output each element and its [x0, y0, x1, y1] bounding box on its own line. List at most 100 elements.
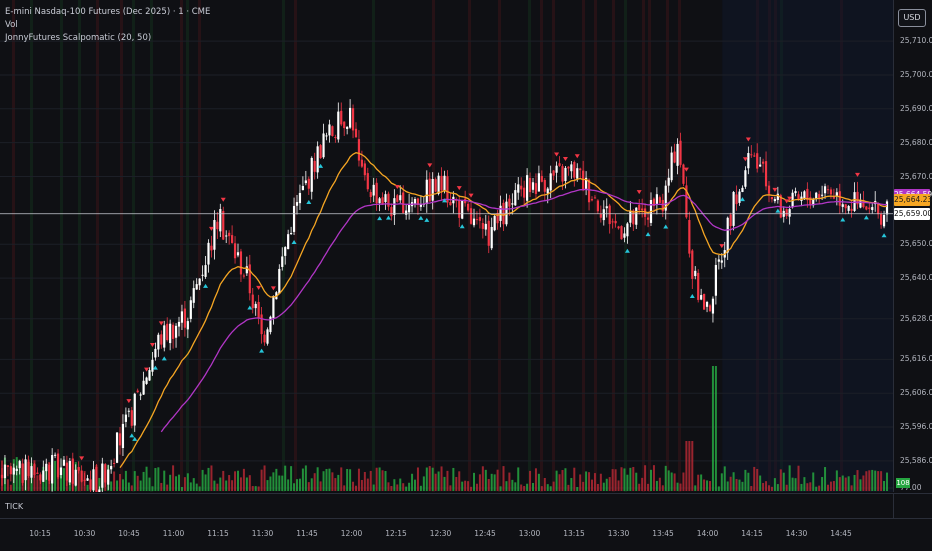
candle-body: [74, 469, 77, 486]
candle-body: [42, 470, 45, 482]
price-chart[interactable]: E-mini Nasdaq-100 Futures (Dec 2025) · 1…: [0, 0, 893, 492]
volume-bar: [234, 471, 237, 491]
candle-body: [871, 207, 874, 210]
candle-body: [673, 151, 676, 163]
price-scale[interactable]: [893, 0, 932, 492]
candle-body: [198, 278, 201, 286]
candle-body: [511, 203, 514, 205]
volume-bar: [408, 482, 411, 491]
volume-bar: [883, 481, 886, 491]
candle-body: [402, 192, 405, 213]
candle-body: [393, 198, 396, 215]
volume-bar: [18, 459, 21, 491]
candle-body: [770, 196, 774, 200]
sell-signal-icon: [787, 196, 793, 201]
bg-stripe-red: [594, 0, 597, 492]
price-chart-svg[interactable]: [0, 0, 893, 492]
candle-body: [89, 479, 92, 490]
volume-bar: [602, 482, 605, 491]
bg-stripe-red: [648, 0, 651, 492]
time-axis[interactable]: 10:15 10:30 10:45 11:00 11:15 11:30 11:45 12:00…: [0, 518, 932, 551]
volume-bar: [540, 486, 543, 491]
volume-bar: [635, 472, 638, 491]
symbol-title[interactable]: E-mini Nasdaq-100 Futures (Dec 2025) · 1…: [5, 7, 211, 17]
tick-indicator-pane[interactable]: TICK: [0, 493, 893, 518]
volume-bar: [561, 470, 564, 491]
buy-signal-icon: [291, 240, 297, 245]
candle-body: [363, 163, 366, 176]
volume-bar: [824, 467, 827, 491]
candle-body: [587, 179, 591, 203]
volume-bar: [133, 471, 136, 491]
candle-body: [68, 461, 71, 483]
candle-body: [127, 410, 130, 412]
candle-body: [136, 390, 139, 393]
volume-bar: [328, 468, 331, 491]
time-tick-label: 14:30: [785, 529, 808, 538]
tick-pane-scale[interactable]: [893, 493, 932, 518]
candle-body: [859, 200, 862, 208]
volume-bar: [655, 480, 658, 491]
volume-bar: [821, 477, 824, 491]
candle-body: [124, 414, 127, 422]
currency-button[interactable]: USD: [898, 9, 926, 27]
volume-bar: [331, 472, 334, 491]
volume-bar: [355, 485, 357, 491]
candle-body: [844, 204, 847, 209]
candle-body: [183, 308, 186, 328]
time-tick-label: 12:45: [474, 529, 496, 538]
candle-body: [51, 455, 54, 484]
volume-bar: [832, 481, 835, 491]
candle-body: [576, 168, 579, 179]
volume-bar: [599, 473, 602, 491]
volume-bar: [691, 441, 694, 491]
candle-body: [399, 195, 402, 201]
volume-bar: [493, 474, 496, 491]
candle-body: [298, 192, 302, 204]
volume-bar: [596, 483, 599, 491]
candle-body: [83, 479, 86, 482]
price-tick-label: 77.00: [900, 483, 922, 492]
volume-bar: [160, 482, 163, 491]
volume-bar: [422, 476, 425, 491]
sell-signal-icon: [562, 157, 568, 162]
volume-bar: [850, 485, 853, 491]
volume-bar: [301, 468, 304, 491]
candle-body: [877, 203, 880, 215]
bg-stripe-green: [780, 0, 783, 492]
sell-signal-icon: [468, 193, 474, 198]
volume-bar: [526, 483, 529, 491]
buy-signal-icon: [318, 163, 324, 168]
candle-body: [428, 178, 431, 202]
candle-body: [107, 469, 110, 485]
sell-signal-icon: [855, 172, 860, 177]
volume-bar: [204, 474, 207, 491]
volume-bar: [608, 477, 611, 491]
candle-body: [549, 173, 552, 191]
candle-body: [251, 294, 254, 309]
candle-body: [773, 199, 776, 202]
buy-signal-icon: [129, 433, 135, 438]
volume-bar: [431, 467, 434, 491]
volume-bar: [800, 483, 803, 491]
volume-bar: [532, 482, 534, 491]
candle-body: [121, 423, 125, 448]
bg-stripe-green: [624, 0, 627, 492]
volume-bar: [183, 477, 186, 491]
candle-body: [242, 275, 245, 277]
candle-body: [558, 163, 561, 166]
candle-body: [65, 462, 68, 481]
candle-body: [461, 200, 464, 219]
candle-body: [39, 474, 42, 481]
volume-bar: [136, 475, 139, 491]
volume-bar: [248, 475, 251, 491]
volume-indicator-label[interactable]: Vol: [5, 20, 18, 30]
candle-body: [776, 193, 779, 200]
volume-bar: [794, 478, 797, 491]
candle-body: [254, 303, 257, 309]
volume-bar: [623, 468, 626, 491]
volume-bar: [484, 469, 487, 491]
scalpomatic-indicator-label[interactable]: JonnyFutures Scalpomatic (20, 50): [5, 33, 152, 43]
volume-bar: [201, 469, 204, 491]
volume-bar: [296, 479, 298, 491]
